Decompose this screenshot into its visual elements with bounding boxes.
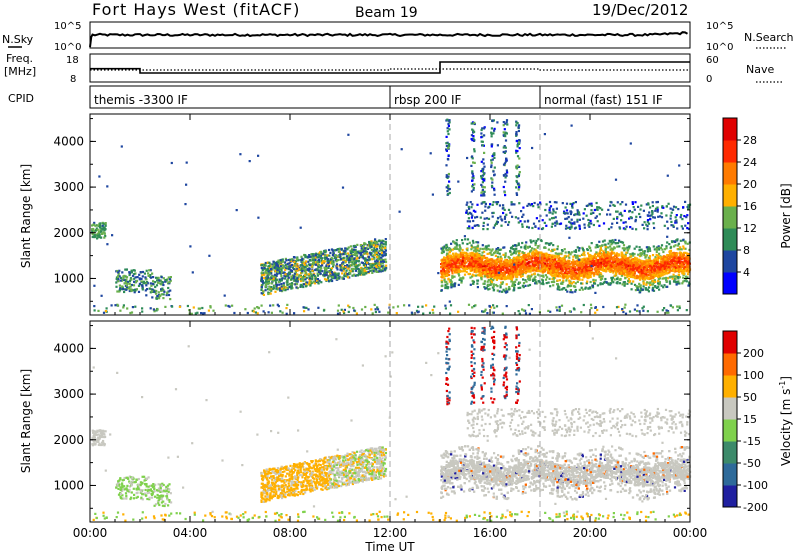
colorbar-swatch	[723, 228, 737, 251]
colorbar-tick-label: 100	[743, 369, 764, 382]
colorbar-swatch	[723, 463, 737, 486]
nsky-tick-top: 10^5	[54, 21, 81, 32]
colorbar-tick-label: 16	[743, 200, 757, 213]
colorbar-swatch	[723, 485, 737, 508]
x-tick-label: 20:00	[573, 526, 608, 540]
station-title: Fort Hays West (fitACF)	[92, 0, 300, 19]
colorbar-swatch	[723, 441, 737, 464]
x-tick-label: 00:00	[73, 526, 108, 540]
cpid-mode-label: normal (fast) 151 IF	[544, 93, 663, 107]
velocity-panel: 1000 2000 3000 4000 Slant Range [km] 200 100…	[19, 114, 793, 554]
freq-label: Freq.	[6, 52, 33, 65]
y-tick-label: 4000	[53, 134, 84, 148]
velocity-colorbar: 200 100 50 15 -15 -50 -100 -200	[722, 330, 768, 514]
colorbar-tick-label: -15	[743, 435, 761, 448]
colorbar-swatch	[723, 184, 737, 207]
nsearch-tick-top: 10^5	[706, 21, 733, 32]
y-tick-label: 2000	[53, 226, 84, 240]
beam-title: Beam 19	[355, 5, 418, 21]
x-tick-label: 16:00	[473, 526, 508, 540]
colorbar-swatch	[723, 331, 737, 354]
nsky-tick-bottom: 10^0	[54, 42, 81, 53]
power-yaxis: 1000 2000 3000 4000	[53, 114, 690, 315]
freq-unit: [MHz]	[4, 65, 36, 78]
colorbar-tick-label: 4	[743, 266, 750, 279]
colorbar-swatch	[723, 250, 737, 273]
colorbar-tick-label: 8	[743, 244, 750, 257]
velocity-ylabel: Slant Range [km]	[19, 369, 33, 473]
colorbar-swatch	[723, 206, 737, 229]
y-tick-label: 1000	[53, 478, 84, 492]
cpid-panel: CPID themis -3300 IF rbsp 200 IF normal (f…	[8, 85, 691, 109]
colorbar-swatch	[723, 397, 737, 420]
colorbar-tick-label: -50	[743, 457, 761, 470]
power-colorbar-label: Power [dB]	[779, 183, 793, 248]
colorbar-tick-label: 200	[743, 347, 764, 360]
time-axis-label: Time UT	[364, 540, 415, 554]
colorbar-tick-label: -100	[743, 479, 768, 492]
y-tick-label: 4000	[53, 341, 84, 355]
nave-tick-top: 60	[706, 55, 719, 66]
nave-trace	[90, 68, 690, 71]
power-scatter	[91, 118, 692, 315]
x-tick-label: 04:00	[173, 526, 208, 540]
colorbar-tick-label: 15	[743, 413, 757, 426]
freq-panel: Freq. [MHz] 18 8 60 0 Nave	[4, 52, 782, 85]
colorbar-swatch	[723, 419, 737, 442]
cpid-label: CPID	[8, 92, 34, 105]
cpid-mode-label: themis -3300 IF	[94, 93, 188, 107]
power-ylabel: Slant Range [km]	[19, 164, 33, 268]
colorbar-tick-label: 28	[743, 134, 757, 147]
colorbar-swatch	[723, 272, 737, 295]
nave-label: Nave	[746, 63, 774, 76]
nave-tick-bottom: 0	[706, 74, 712, 85]
velocity-colorbar-label: Velocity [m s-1]	[778, 376, 793, 466]
colorbar-swatch	[723, 162, 737, 185]
colorbar-swatch	[723, 353, 737, 376]
y-tick-label: 3000	[53, 180, 84, 194]
colorbar-tick-label: 50	[743, 391, 757, 404]
power-colorbar: 4 8 12 16 20 24 28	[722, 117, 757, 295]
nsearch-tick-bottom: 10^0	[706, 42, 733, 53]
colorbar-swatch	[723, 140, 737, 163]
power-panel: 1000 2000 3000 4000 Slant Range [km] 4 8 12 16…	[19, 113, 793, 316]
y-tick-label: 3000	[53, 387, 84, 401]
x-tick-label: 08:00	[273, 526, 308, 540]
nsky-trace	[89, 31, 688, 48]
nsearch-label: N.Search	[744, 31, 794, 44]
colorbar-tick-label: 12	[743, 222, 757, 235]
nsky-label: N.Sky	[2, 33, 34, 46]
velocity-scatter	[91, 325, 692, 522]
velocity-yaxis: 1000 2000 3000 4000	[53, 321, 690, 522]
time-axis: 00:00 04:00 08:00 12:00 16:00 20:00 00:00	[73, 114, 708, 540]
date-title: 19/Dec/2012	[592, 1, 688, 19]
y-tick-label: 1000	[53, 271, 84, 285]
colorbar-swatch	[723, 375, 737, 398]
x-tick-label: 12:00	[373, 526, 408, 540]
x-tick-label: 00:00	[673, 526, 708, 540]
cpid-modes: themis -3300 IF rbsp 200 IF normal (fast) …	[94, 86, 663, 108]
colorbar-tick-label: 24	[743, 156, 757, 169]
freq-trace	[90, 61, 690, 74]
freq-tick-bottom: 8	[70, 74, 76, 85]
colorbar-tick-label: 20	[743, 178, 757, 191]
colorbar-swatch	[723, 118, 737, 141]
nsky-panel: N.Sky 10^5 10^0 10^5 10^0 N.Search	[2, 21, 794, 53]
y-tick-label: 2000	[53, 433, 84, 447]
freq-tick-top: 18	[66, 55, 79, 66]
cpid-mode-label: rbsp 200 IF	[394, 93, 461, 107]
colorbar-tick-label: -200	[743, 501, 768, 514]
